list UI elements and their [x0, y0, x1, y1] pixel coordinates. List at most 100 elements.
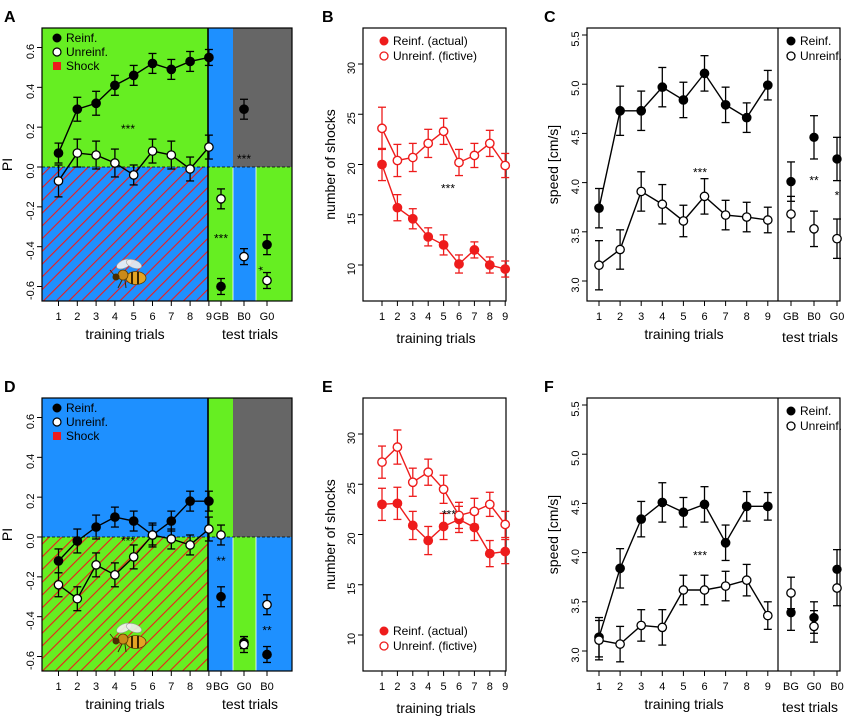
- y-tick-label: 3.0: [570, 277, 582, 292]
- data-point-unreinf: [204, 524, 214, 534]
- data-point-reinf: [636, 514, 647, 524]
- bee-abdomen: [125, 635, 147, 649]
- x-tick-label: 8: [744, 311, 750, 323]
- y-tick-label: -0.6: [25, 651, 37, 670]
- x-axis-title-test: test trials: [782, 699, 838, 715]
- x-axis-title-test: test trials: [222, 326, 278, 342]
- x-tick-label: 4: [112, 681, 118, 693]
- data-point-fictive: [392, 155, 403, 166]
- y-tick-label: -0.6: [25, 281, 37, 300]
- data-point-actual: [392, 498, 403, 509]
- y-tick-label: 4.5: [570, 130, 582, 145]
- panel-label-F: F: [544, 379, 554, 396]
- data-point-unreinf: [72, 593, 83, 604]
- panel-label-D: D: [4, 379, 16, 396]
- x-axis-title-train: training trials: [85, 696, 164, 712]
- data-point-reinf: [204, 496, 214, 506]
- x-tick-label: 8: [187, 681, 193, 693]
- test-significance: **: [216, 554, 226, 568]
- test-point-reinf: [786, 176, 796, 187]
- test-bg-bottom: [256, 167, 292, 301]
- test-point-reinf: [239, 104, 249, 115]
- x-tick-label: 9: [765, 311, 771, 323]
- plot-frame: [41, 27, 293, 302]
- x-tick-label: 6: [456, 311, 462, 323]
- data-point-actual: [438, 521, 449, 532]
- data-point-reinf: [185, 496, 195, 506]
- test-bg-bottom: [233, 537, 256, 671]
- x-tick-label: G0: [260, 311, 275, 323]
- data-point-reinf: [72, 104, 83, 115]
- data-point-actual: [423, 535, 434, 546]
- x-tick-label: 6: [701, 311, 707, 323]
- x-tick-label: 1: [55, 681, 61, 693]
- data-point-fictive: [407, 152, 418, 163]
- x-tick-label: 9: [206, 681, 212, 693]
- data-point-reinf: [166, 516, 177, 526]
- legend-label-unreinf: Unreinf.: [66, 415, 108, 429]
- x-tick-label: BG: [213, 681, 229, 693]
- data-point-reinf: [720, 100, 731, 110]
- data-point-fictive: [469, 150, 480, 161]
- y-axis-title: PI: [0, 158, 15, 171]
- x-tick-label: 5: [680, 311, 686, 323]
- y-tick-label: 5.0: [570, 81, 582, 96]
- plot-frame: [586, 27, 841, 302]
- data-point-reinf: [128, 70, 139, 81]
- y-tick-label: 25: [346, 482, 358, 494]
- legend-marker-unreinf: [786, 51, 796, 61]
- legend-label-reinf: Reinf.: [66, 401, 97, 415]
- data-point-reinf: [72, 536, 83, 546]
- data-point-fictive: [377, 123, 387, 134]
- x-tick-label: 1: [596, 681, 602, 693]
- test-point-unreinf: [239, 639, 249, 650]
- bee-leg: [117, 279, 123, 289]
- data-point-reinf: [720, 537, 731, 548]
- data-point-unreinf: [128, 552, 139, 562]
- y-tick-label: 4.5: [570, 500, 582, 515]
- legend-label-unreinf: Unreinf.: [66, 45, 108, 59]
- x-tick-label: B0: [260, 681, 273, 693]
- legend-label-actual: Reinf. (actual): [393, 34, 468, 48]
- data-point-unreinf: [594, 635, 604, 646]
- data-point-actual: [407, 213, 418, 224]
- x-tick-label: G0: [830, 311, 845, 323]
- x-tick-label: 7: [723, 681, 729, 693]
- data-point-unreinf: [72, 148, 83, 158]
- data-point-actual: [484, 548, 495, 559]
- data-point-unreinf: [762, 215, 773, 225]
- x-tick-label: B0: [237, 311, 250, 323]
- data-point-fictive: [484, 138, 495, 149]
- data-point-unreinf: [128, 170, 139, 180]
- bee-icon: [109, 258, 147, 289]
- train-significance: ***: [121, 534, 135, 548]
- y-tick-label: -0.2: [25, 201, 37, 220]
- data-point-reinf: [166, 64, 177, 75]
- data-point-unreinf: [657, 199, 668, 210]
- data-point-unreinf: [147, 530, 158, 540]
- y-tick-label: -0.2: [25, 571, 37, 590]
- y-tick-label: 10: [346, 633, 358, 645]
- legend-marker-reinf: [786, 36, 796, 46]
- x-tick-label: B0: [807, 311, 820, 323]
- data-point-reinf: [741, 501, 752, 512]
- y-tick-label: -0.4: [25, 241, 37, 260]
- data-point-reinf: [91, 522, 101, 532]
- data-point-unreinf: [147, 146, 158, 156]
- test-significance: ***: [237, 152, 251, 166]
- data-point-reinf: [762, 80, 773, 91]
- test-point-unreinf: [262, 275, 272, 286]
- y-tick-label: 4.0: [570, 179, 582, 194]
- y-tick-label: 3.0: [570, 647, 582, 662]
- legend-label-shock: Shock: [66, 59, 100, 73]
- x-tick-label: 5: [441, 311, 447, 323]
- x-tick-label: 4: [659, 681, 665, 693]
- data-point-reinf: [657, 497, 668, 508]
- legend-label-shock: Shock: [66, 429, 100, 443]
- data-point-unreinf: [204, 142, 214, 152]
- x-tick-label: 7: [168, 311, 174, 323]
- y-tick-label: 25: [346, 112, 358, 124]
- y-tick-label: 0.4: [25, 84, 37, 99]
